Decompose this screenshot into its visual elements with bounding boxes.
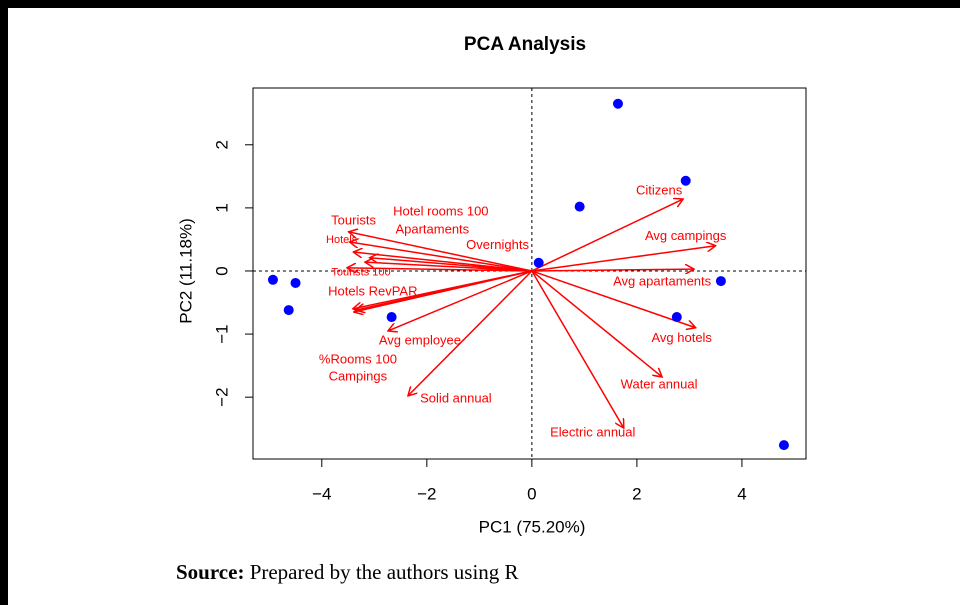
- loading-arrow: [531, 269, 694, 271]
- loading-label: Avg campings: [645, 228, 727, 243]
- loading-arrow: [531, 270, 624, 428]
- score-point: [612, 98, 623, 109]
- loading-label: Avg employee: [379, 332, 461, 347]
- x-tick-label: −2: [417, 484, 436, 503]
- loading-arrow: [349, 232, 533, 272]
- score-point: [671, 312, 682, 323]
- y-tick-label: −2: [212, 387, 231, 406]
- y-axis-label: PC2 (11.18%): [176, 218, 195, 324]
- loading-label: Avg apartaments: [613, 274, 712, 289]
- loading-arrow: [531, 199, 683, 272]
- loading-arrow: [531, 246, 716, 272]
- x-axis-label: PC1 (75.20%): [479, 517, 586, 536]
- x-tick-label: −4: [312, 484, 331, 503]
- loading-arrow: [353, 270, 533, 309]
- loading-label: Campings: [329, 368, 388, 383]
- score-point: [283, 305, 294, 316]
- score-point: [574, 201, 585, 212]
- y-tick-label: 1: [212, 203, 231, 212]
- score-point: [715, 276, 726, 287]
- score-point: [533, 257, 544, 268]
- caption-text: Prepared by the authors using R: [249, 560, 519, 584]
- chart-title: PCA Analysis: [464, 34, 586, 55]
- plot-box: [252, 87, 807, 460]
- loading-arrow: [531, 270, 696, 328]
- loading-label: Tourists 100: [331, 267, 390, 279]
- loading-arrow: [408, 270, 533, 396]
- loading-label: Electric annual: [550, 425, 635, 440]
- loading-arrow: [370, 258, 532, 272]
- x-tick-label: 4: [737, 484, 746, 503]
- loading-label: Apartaments: [395, 221, 469, 236]
- loading-label: Hotel rooms 100: [393, 204, 488, 219]
- loading-label: Citizens: [636, 182, 683, 197]
- score-point: [680, 175, 691, 186]
- score-point: [290, 277, 301, 288]
- loading-label: Tourists: [331, 212, 376, 227]
- loading-label: Water annual: [621, 376, 698, 391]
- x-tick-label: 2: [632, 484, 641, 503]
- loading-label: Overnights: [466, 237, 529, 252]
- caption-label: Source:: [176, 560, 245, 584]
- loading-arrow: [365, 262, 532, 272]
- x-tick-label: 0: [527, 484, 536, 503]
- loading-label: %Rooms 100: [319, 352, 397, 367]
- loading-arrow: [347, 268, 532, 271]
- loading-label: Hotels RevPAR: [328, 283, 417, 298]
- score-point: [386, 312, 397, 323]
- caption: Source: Prepared by the authors using R: [176, 560, 519, 585]
- loading-arrow: [388, 270, 533, 331]
- y-tick-label: 0: [212, 266, 231, 275]
- y-tick-label: 2: [212, 140, 231, 149]
- loading-label: Solid annual: [420, 390, 492, 405]
- score-point: [778, 440, 789, 451]
- loading-label: Hotels: [326, 234, 358, 246]
- loading-arrow: [350, 242, 532, 272]
- loading-arrow: [531, 270, 662, 377]
- y-tick-label: −1: [212, 324, 231, 343]
- loading-label: Avg hotels: [651, 330, 712, 345]
- score-point: [267, 274, 278, 285]
